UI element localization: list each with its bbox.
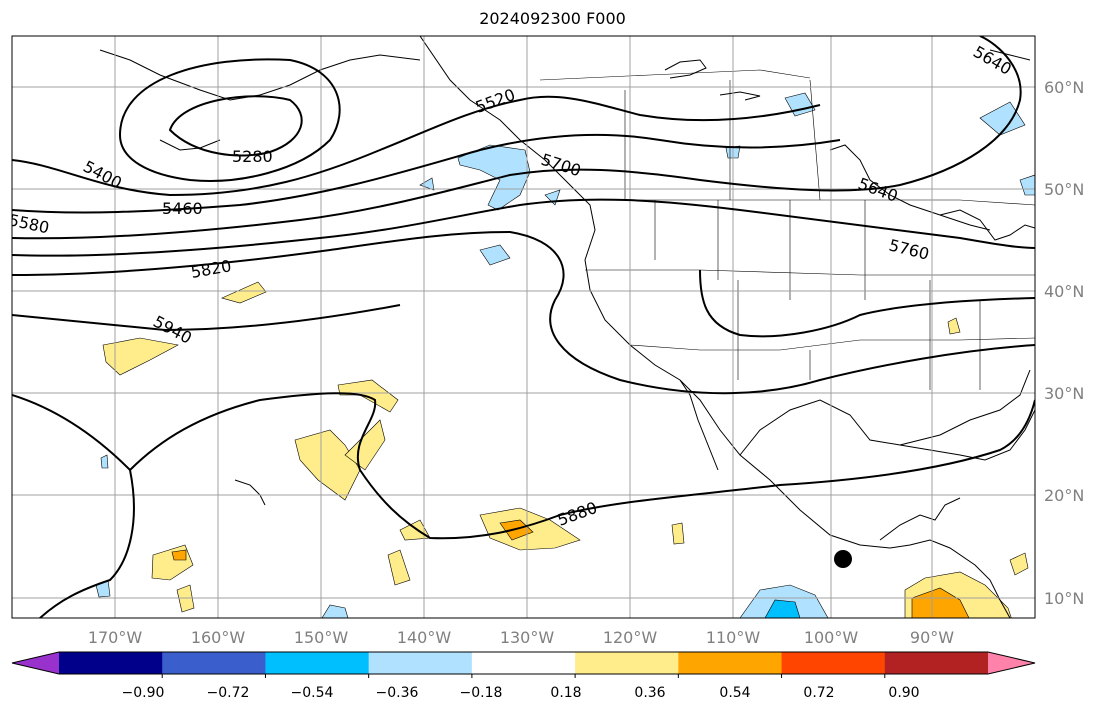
contour-label: 5280 bbox=[232, 147, 273, 166]
colorbar-extension-high bbox=[988, 652, 1035, 674]
positive-anomaly-patch bbox=[102, 337, 179, 376]
longitude-label: 170°W bbox=[88, 628, 143, 647]
latitude-label: 50°N bbox=[1044, 180, 1084, 199]
positive-anomaly-patch bbox=[294, 429, 361, 501]
colorbar-segment bbox=[265, 652, 370, 674]
colorbar-segment bbox=[781, 652, 886, 674]
colorbar-segment bbox=[162, 652, 266, 674]
map-frame bbox=[11, 35, 1036, 619]
longitude-label: 110°W bbox=[706, 628, 761, 647]
colorbar-segment bbox=[59, 652, 163, 674]
map-title: 2024092300 F000 bbox=[479, 9, 626, 28]
positive-anomaly-patch bbox=[947, 317, 961, 335]
map-panel: 5280 5400 5460 5520 5580 5640 5640 5700 … bbox=[12, 36, 1035, 618]
colorbar-tick-label: 0.90 bbox=[888, 685, 919, 701]
negative-anomaly-patch bbox=[979, 101, 1026, 136]
positive-anomaly-patch bbox=[387, 549, 411, 586]
colorbar-tick-label: −0.72 bbox=[207, 685, 250, 701]
positive-anomaly-patch bbox=[221, 281, 267, 304]
longitude-label: 150°W bbox=[294, 628, 349, 647]
contour-label: 5460 bbox=[162, 199, 203, 218]
latitude-label: 30°N bbox=[1044, 384, 1084, 403]
colorbar-segment bbox=[368, 652, 473, 674]
colorbar-tick-label: 0.54 bbox=[719, 685, 750, 701]
colorbar-tick-label: 0.72 bbox=[803, 685, 834, 701]
colorbar-segment bbox=[678, 652, 783, 674]
negative-anomaly-patch bbox=[479, 244, 511, 266]
latitude-label: 60°N bbox=[1044, 78, 1084, 97]
height-contours bbox=[12, 36, 1035, 618]
longitude-label: 140°W bbox=[397, 628, 452, 647]
colorbar-segment bbox=[884, 652, 989, 674]
latitude-axis: 60°N 50°N 40°N 30°N 20°N 10°N bbox=[1044, 78, 1084, 608]
negative-anomaly-patch bbox=[321, 604, 349, 618]
state-borders bbox=[539, 69, 1035, 390]
colorbar-extension-low bbox=[12, 652, 59, 674]
positive-anomaly-patch bbox=[171, 549, 187, 561]
negative-anomaly-patch bbox=[1019, 174, 1035, 196]
colorbar-tick-label: 0.36 bbox=[634, 685, 665, 701]
colorbar-outline bbox=[11, 651, 1036, 675]
colorbar-tick-label: −0.90 bbox=[122, 685, 165, 701]
colorbar-tick-label: −0.54 bbox=[291, 685, 334, 701]
negative-anomaly-patch bbox=[764, 599, 801, 618]
colorbar-tick-label: 0.18 bbox=[550, 685, 581, 701]
positive-anomaly-patch bbox=[499, 519, 534, 541]
longitude-label: 90°W bbox=[910, 628, 954, 647]
positive-anomaly-patch bbox=[911, 587, 970, 618]
colorbar bbox=[11, 651, 1036, 678]
colorbar-tick-labels: −0.90 −0.72 −0.54 −0.36 −0.18 0.18 0.36 … bbox=[122, 685, 920, 701]
positive-anomaly-patch bbox=[1009, 552, 1029, 576]
negative-anomaly-patch bbox=[457, 144, 531, 211]
longitude-axis: 170°W 160°W 150°W 140°W 130°W 120°W 110°… bbox=[88, 628, 954, 647]
coastlines bbox=[99, 36, 1035, 618]
positive-anomaly-patch bbox=[671, 522, 685, 545]
latitude-label: 40°N bbox=[1044, 282, 1084, 301]
longitude-label: 130°W bbox=[500, 628, 555, 647]
longitude-label: 100°W bbox=[804, 628, 859, 647]
latitude-label: 10°N bbox=[1044, 589, 1084, 608]
colorbar-tick-label: −0.18 bbox=[460, 685, 503, 701]
longitude-label: 160°W bbox=[191, 628, 246, 647]
latitude-label: 20°N bbox=[1044, 486, 1084, 505]
colorbar-segment bbox=[471, 652, 576, 674]
longitude-label: 120°W bbox=[603, 628, 658, 647]
colorbar-tick-label: −0.36 bbox=[376, 685, 419, 701]
negative-anomaly-patch bbox=[100, 454, 109, 469]
storm-center-marker bbox=[834, 550, 852, 568]
negative-anomaly-patch bbox=[419, 177, 435, 191]
colorbar-segment bbox=[575, 652, 679, 674]
